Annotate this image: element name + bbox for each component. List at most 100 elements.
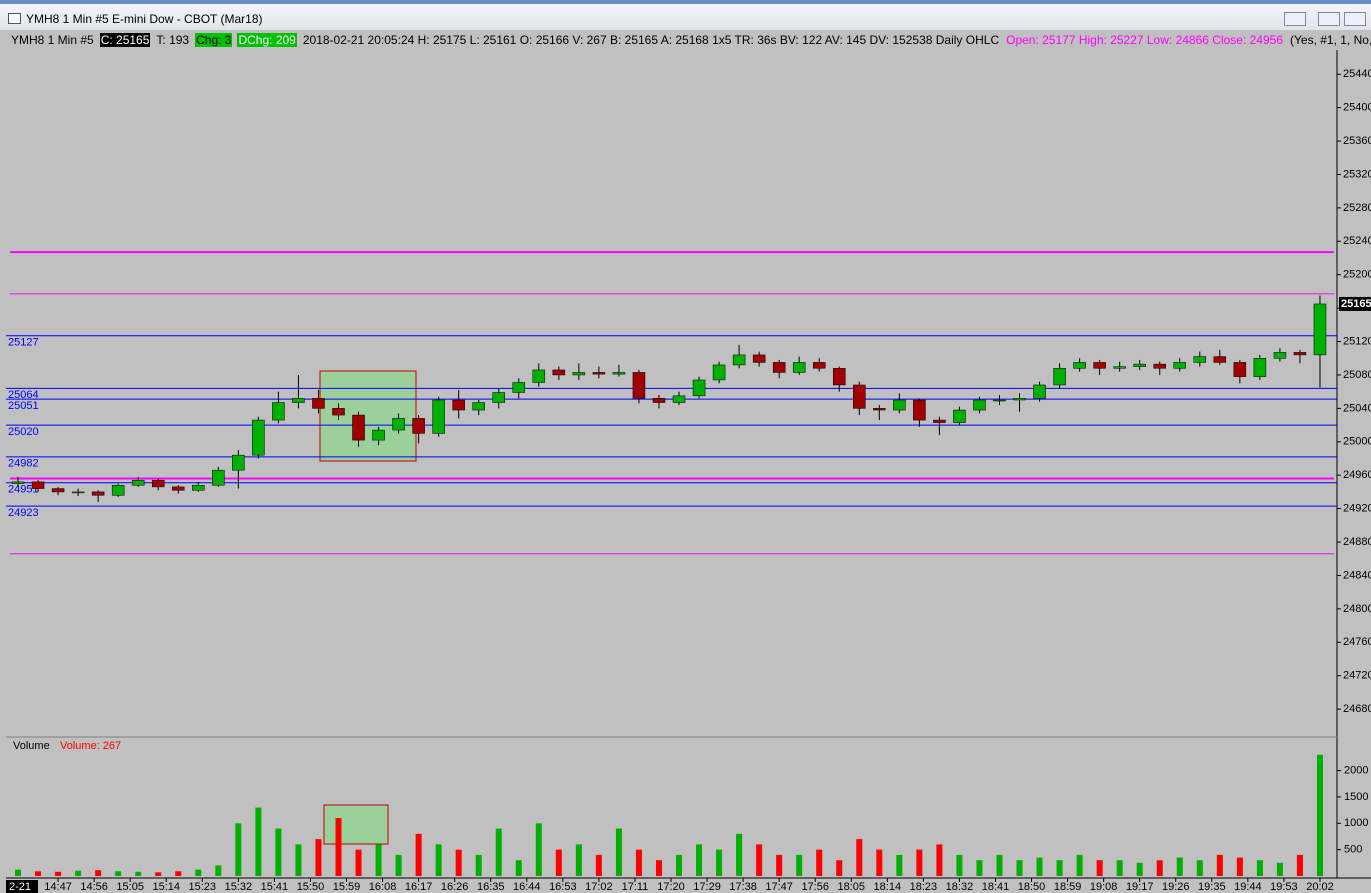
volume-bar [996, 854, 1003, 876]
volume-bar [395, 854, 402, 876]
volume-bar [776, 854, 783, 876]
x-tick-label: 17:56 [801, 881, 829, 893]
y-tick-label: 24680 [1343, 703, 1371, 715]
volume-tick-label: 1500 [1344, 791, 1368, 803]
x-tick-label: 15:23 [189, 881, 217, 893]
y-tick-label: 24960 [1343, 469, 1371, 481]
level-label: 25127 [8, 337, 39, 349]
volume-bar [355, 849, 362, 876]
x-tick-label: 17:20 [657, 881, 685, 893]
candle-body [552, 369, 566, 376]
volume-bar [55, 871, 62, 876]
header-field: 2018-02-21 20:05:24 H: 25175 L: 25161 O:… [302, 33, 1000, 47]
candle-body [652, 398, 666, 403]
x-tick-label: 18:32 [946, 881, 974, 893]
y-tick-label: 24800 [1343, 603, 1371, 615]
volume-bar [1296, 854, 1303, 876]
candle-body [632, 372, 646, 399]
volume-bar [916, 849, 923, 876]
volume-bar [295, 844, 302, 876]
maximize-button[interactable] [1318, 12, 1340, 26]
y-tick-label: 25080 [1343, 369, 1371, 381]
candle-body [111, 484, 125, 496]
volume-bar [155, 872, 162, 876]
volume-bar [635, 849, 642, 876]
candle-body [212, 469, 225, 486]
y-tick-label: 25200 [1343, 269, 1371, 281]
volume-bar [515, 860, 522, 876]
minimize-button[interactable] [1284, 12, 1306, 26]
volume-bar [1156, 860, 1163, 876]
volume-label: Volume: 267 [60, 740, 121, 752]
volume-bar [175, 871, 182, 876]
candle-body [492, 392, 505, 403]
volume-tick-label: 2000 [1344, 765, 1368, 777]
candle-body [672, 395, 686, 403]
volume-bar [1076, 854, 1083, 876]
x-tick-label: 15:41 [261, 881, 289, 893]
level-label: 24951 [8, 484, 39, 496]
candle-body [432, 399, 445, 434]
window-icon [8, 13, 21, 24]
title-bar: YMH8 1 Min #5 E-mini Dow - CBOT (Mar18) [0, 0, 1371, 30]
candle-body [91, 491, 105, 496]
volume-bar [856, 839, 863, 876]
candle-body [31, 481, 45, 489]
volume-bar [736, 833, 743, 876]
x-tick-label: 18:41 [982, 881, 1010, 893]
y-tick-label: 24760 [1343, 636, 1371, 648]
volume-bar [1096, 860, 1103, 876]
candle-body [752, 354, 766, 363]
y-tick-label: 25440 [1343, 68, 1371, 80]
volume-bar [475, 854, 482, 876]
candle-body [993, 399, 1006, 402]
y-tick-label: 25360 [1343, 135, 1371, 147]
x-tick-label: 16:17 [405, 881, 433, 893]
x-tick-label: 17:47 [765, 881, 793, 893]
candle-body [692, 379, 706, 397]
candle-body [612, 372, 626, 375]
volume-bar [375, 844, 382, 876]
header-field: Open: 25177 High: 25227 Low: 24866 Close… [1006, 33, 1283, 47]
y-tick-label: 25400 [1343, 102, 1371, 114]
x-tick-label: 15:05 [116, 881, 144, 893]
volume-bar [676, 854, 683, 876]
candle-body [732, 354, 746, 366]
x-tick-label: 18:59 [1054, 881, 1082, 893]
x-tick-label: 18:50 [1018, 881, 1046, 893]
candle-body [1313, 303, 1327, 356]
x-tick-label: 15:14 [152, 881, 180, 893]
volume-bar [1276, 862, 1283, 876]
highlight-box [319, 370, 417, 462]
candle-body [973, 399, 986, 411]
volume-bar [575, 844, 582, 876]
volume-bar [415, 833, 422, 876]
volume-bar [235, 823, 242, 876]
x-tick-label: 17:02 [585, 881, 613, 893]
candle-body [772, 362, 786, 373]
volume-bar [75, 870, 82, 876]
close-button[interactable] [1344, 12, 1366, 26]
level-label: 25051 [8, 400, 39, 412]
candle-body [532, 369, 546, 383]
volume-bar [555, 849, 562, 876]
candle-body [1113, 366, 1126, 369]
candle-body [272, 402, 285, 421]
volume-tick-label: 1000 [1344, 817, 1368, 829]
candle-body [171, 486, 185, 491]
level-label: 24982 [8, 458, 39, 470]
window-title: YMH8 1 Min #5 E-mini Dow - CBOT (Mar18) [26, 12, 263, 26]
volume-bar [1236, 857, 1243, 876]
candle-body [853, 384, 866, 409]
x-tick-label: 19:53 [1270, 881, 1298, 893]
volume-bar [1176, 857, 1183, 876]
volume-bar [836, 860, 843, 876]
volume-bar [135, 871, 142, 876]
candle-body [792, 362, 806, 373]
volume-bar [15, 869, 22, 876]
y-tick-label: 24840 [1343, 569, 1371, 581]
x-tick-label: 15:32 [225, 881, 253, 893]
volume-bar [335, 818, 342, 876]
volume-bar [956, 854, 963, 876]
volume-bar [655, 860, 662, 876]
